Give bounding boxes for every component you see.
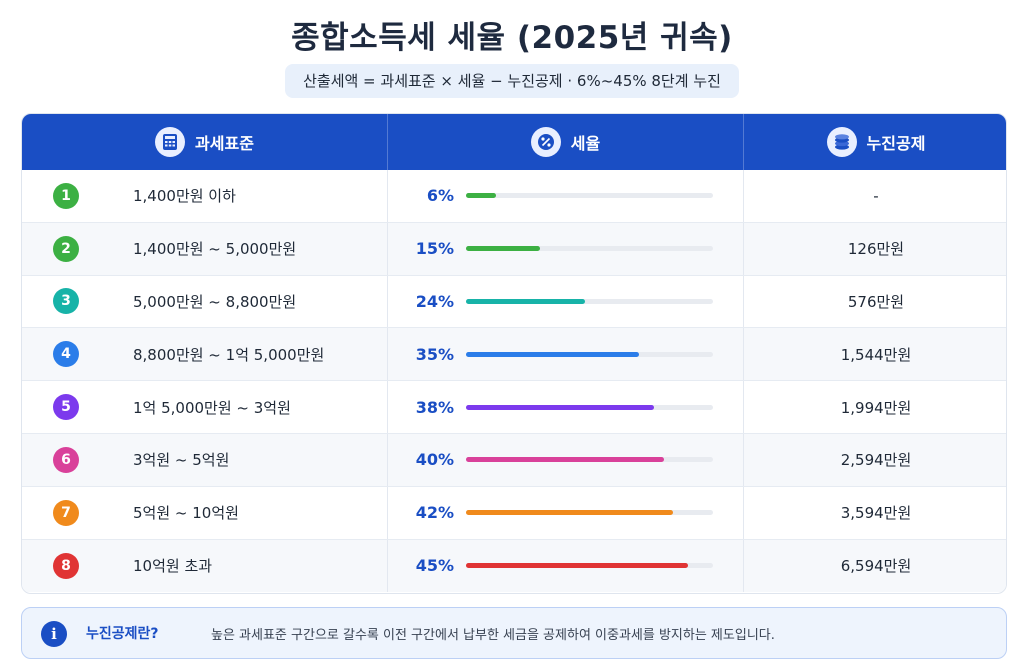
rate-bar-track (466, 510, 713, 516)
info-note: i 누진공제란? 높은 과세표준 구간으로 갈수록 이전 구간에서 납부한 세금… (21, 607, 1007, 659)
page-title: 종합소득세 세율 (2025년 귀속) (291, 20, 733, 56)
bracket-number-badge: 8 (53, 552, 79, 579)
bracket-cell: 5 1억 5,000만원 ~ 3억원 (22, 381, 388, 433)
bracket-number-badge: 7 (53, 499, 79, 526)
bracket-number-badge: 5 (53, 394, 79, 421)
header-deduction-label: 누진공제 (866, 134, 926, 153)
table-row: 5 1억 5,000만원 ~ 3억원 38% 1,994만원 (22, 381, 1006, 434)
rate-bar-fill (466, 246, 541, 252)
rate-value: 15% (415, 239, 454, 259)
note-label: 누진공제란? (86, 626, 159, 642)
rate-cell: 45% (388, 539, 744, 593)
rate-bar-track (466, 351, 713, 357)
calculator-icon (155, 127, 186, 157)
rate-cell: 38% (388, 381, 744, 433)
bracket-range: 5억원 ~ 10억원 (133, 504, 239, 523)
rate-bar-fill (466, 404, 654, 410)
header-bracket-label: 과세표준 (195, 134, 254, 153)
deduction-value: 2,594만원 (840, 451, 912, 470)
percent-icon (530, 127, 561, 157)
bracket-number-badge: 2 (53, 235, 79, 262)
rate-cell: 15% (388, 222, 744, 275)
table-row: 3 5,000만원 ~ 8,800만원 24% 576만원 (22, 275, 1006, 329)
header-rate: 세율 (388, 114, 744, 170)
rate-value: 40% (415, 450, 454, 470)
table-header: 과세표준 세율 누진공제 (22, 114, 1006, 170)
rate-value: 24% (415, 291, 454, 311)
header-rate-label: 세율 (570, 134, 601, 153)
bracket-cell: 7 5억원 ~ 10억원 (22, 486, 388, 539)
deduction-value: 126만원 (847, 240, 905, 259)
rate-cell: 6% (388, 170, 744, 222)
rate-cell: 24% (388, 275, 744, 328)
rate-bar-track (466, 404, 713, 410)
note-text: 높은 과세표준 구간으로 갈수록 이전 구간에서 납부한 세금을 공제하여 이중… (211, 627, 775, 643)
bracket-range: 10억원 초과 (133, 557, 213, 576)
rate-bar-fill (466, 298, 585, 304)
rate-bar-track (466, 563, 713, 569)
header-deduction: 누진공제 (744, 114, 1006, 170)
rate-bar-track (466, 298, 713, 304)
rate-value: 42% (415, 503, 454, 523)
table-row: 7 5억원 ~ 10억원 42% 3,594만원 (22, 486, 1006, 540)
bracket-number-badge: 3 (53, 288, 79, 315)
bracket-cell: 6 3억원 ~ 5억원 (22, 433, 388, 486)
formula-container: 산출세액 = 과세표준 × 세율 − 누진공제 · 6%~45% 8단계 누진 (0, 64, 1024, 98)
bracket-number-badge: 1 (53, 182, 79, 209)
deduction-value: - (873, 186, 879, 205)
rate-cell: 42% (388, 486, 744, 539)
table-row: 2 1,400만원 ~ 5,000만원 15% 126만원 (22, 222, 1006, 276)
deduction-value: 1,544만원 (840, 345, 912, 364)
rate-bar-fill (466, 457, 664, 463)
deduction-value: 3,594만원 (840, 504, 912, 523)
rate-bar-track (466, 193, 713, 199)
formula-banner: 산출세액 = 과세표준 × 세율 − 누진공제 · 6%~45% 8단계 누진 (285, 64, 739, 98)
coins-icon (826, 127, 857, 157)
bracket-range: 3억원 ~ 5억원 (133, 451, 230, 470)
header-bracket: 과세표준 (22, 114, 388, 170)
table-row: 1 1,400만원 이하 6% - (22, 170, 1006, 223)
bracket-cell: 3 5,000만원 ~ 8,800만원 (22, 275, 388, 328)
table-row: 6 3억원 ~ 5억원 40% 2,594만원 (22, 433, 1006, 487)
bracket-number-badge: 4 (53, 341, 79, 368)
bracket-range: 5,000만원 ~ 8,800만원 (133, 292, 297, 311)
bracket-number-badge: 6 (53, 446, 79, 473)
bracket-range: 8,800만원 ~ 1억 5,000만원 (133, 345, 325, 364)
rate-bar-fill (466, 351, 639, 357)
rate-cell: 40% (388, 433, 744, 486)
rate-cell: 35% (388, 328, 744, 381)
deduction-value: 1,994만원 (840, 398, 912, 417)
deduction-value: 576만원 (847, 292, 905, 311)
rate-bar-track (466, 246, 713, 252)
table-row: 4 8,800만원 ~ 1억 5,000만원 35% 1,544만원 (22, 328, 1006, 382)
table-row: 8 10억원 초과 45% 6,594만원 (22, 539, 1006, 593)
rate-value: 6% (426, 186, 454, 206)
tax-rate-table: 과세표준 세율 누진공제 (21, 113, 1007, 594)
rate-bar-fill (466, 563, 689, 569)
bracket-cell: 1 1,400만원 이하 (22, 170, 388, 222)
bracket-cell: 8 10억원 초과 (22, 539, 388, 593)
bracket-range: 1,400만원 ~ 5,000만원 (133, 240, 297, 259)
rate-value: 35% (415, 344, 454, 364)
bracket-range: 1,400만원 이하 (133, 187, 236, 206)
rate-value: 45% (415, 556, 454, 576)
bracket-cell: 4 8,800만원 ~ 1억 5,000만원 (22, 328, 388, 381)
rate-bar-fill (466, 193, 496, 199)
rate-value: 38% (415, 397, 454, 417)
table-body: 1 1,400만원 이하 6% - 2 1,400만원 ~ 5,000만원 15% 126만원… (22, 170, 1006, 593)
bracket-range: 1억 5,000만원 ~ 3억원 (133, 398, 291, 417)
info-icon: i (41, 621, 67, 647)
rate-bar-track (466, 457, 713, 463)
deduction-value: 6,594만원 (840, 557, 912, 576)
rate-bar-fill (466, 510, 674, 516)
bracket-cell: 2 1,400만원 ~ 5,000만원 (22, 222, 388, 275)
